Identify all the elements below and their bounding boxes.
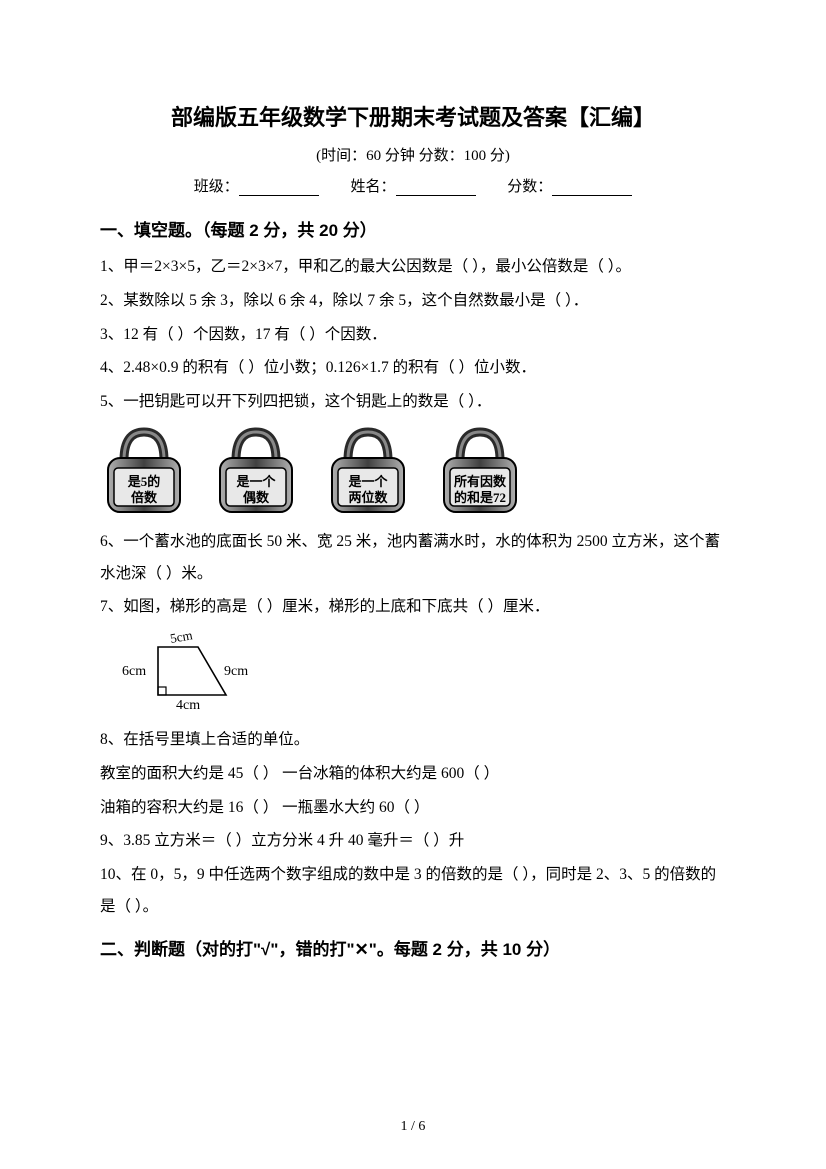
lock-1: 是5的 倍数 xyxy=(100,426,188,516)
page-number: 1 / 6 xyxy=(0,1119,826,1135)
trapezoid-figure: 5cm 6cm 9cm 4cm xyxy=(116,629,726,714)
trap-bottom-label: 4cm xyxy=(176,698,200,709)
question-6: 6、一个蓄水池的底面长 50 米、宽 25 米，池内蓄满水时，水的体积为 250… xyxy=(100,526,726,590)
question-2: 2、某数除以 5 余 3，除以 6 余 4，除以 7 余 5，这个自然数最小是（… xyxy=(100,285,726,317)
question-4: 4、2.48×0.9 的积有（ ）位小数；0.126×1.7 的积有（ ）位小数… xyxy=(100,352,726,384)
question-5: 5、一把钥匙可以开下列四把锁，这个钥匙上的数是（ ）． xyxy=(100,386,726,418)
lock-3: 是一个 两位数 xyxy=(324,426,412,516)
lock-4-label: 所有因数 的和是72 xyxy=(436,474,524,507)
section1-heading: 一、填空题。（每题 2 分，共 20 分） xyxy=(100,216,726,241)
name-blank xyxy=(396,180,476,196)
trap-right-label: 9cm xyxy=(224,664,248,679)
question-8a: 8、在括号里填上合适的单位。 xyxy=(100,724,726,756)
score-blank xyxy=(552,180,632,196)
section2-heading: 二、判断题（对的打"√"，错的打"✕"。每题 2 分，共 10 分） xyxy=(100,935,726,960)
lock-1-label: 是5的 倍数 xyxy=(100,474,188,507)
question-7: 7、如图，梯形的高是（ ）厘米，梯形的上底和下底共（ ）厘米． xyxy=(100,591,726,623)
question-1: 1、甲＝2×3×5，乙＝2×3×7，甲和乙的最大公因数是（ ），最小公倍数是（ … xyxy=(100,251,726,283)
lock-2: 是一个 偶数 xyxy=(212,426,300,516)
lock-2-label: 是一个 偶数 xyxy=(212,474,300,507)
page-title: 部编版五年级数学下册期末考试题及答案【汇编】 xyxy=(100,100,726,132)
trap-left-label: 6cm xyxy=(122,664,146,679)
question-8b: 教室的面积大约是 45（ ） 一台冰箱的体积大约是 600（ ） xyxy=(100,758,726,790)
score-label: 分数： xyxy=(507,179,552,195)
question-10: 10、在 0，5，9 中任选两个数字组成的数中是 3 的倍数的是（ ），同时是 … xyxy=(100,859,726,923)
lock-3-label: 是一个 两位数 xyxy=(324,474,412,507)
name-label: 姓名： xyxy=(350,179,395,195)
locks-row: 是5的 倍数 是一个 偶数 是一个 xyxy=(100,426,726,516)
question-9: 9、3.85 立方米＝（ ）立方分米 4 升 40 毫升＝（ ）升 xyxy=(100,825,726,857)
header-fields: 班级： 姓名： 分数： xyxy=(100,175,726,196)
lock-4: 所有因数 的和是72 xyxy=(436,426,524,516)
class-label: 班级： xyxy=(194,179,239,195)
question-8c: 油箱的容积大约是 16（ ） 一瓶墨水大约 60（ ） xyxy=(100,792,726,824)
page-subtitle: (时间：60 分钟 分数：100 分) xyxy=(100,144,726,165)
trap-top-label: 5cm xyxy=(169,629,194,646)
class-blank xyxy=(239,180,319,196)
question-3: 3、12 有（ ）个因数，17 有（ ）个因数． xyxy=(100,319,726,351)
